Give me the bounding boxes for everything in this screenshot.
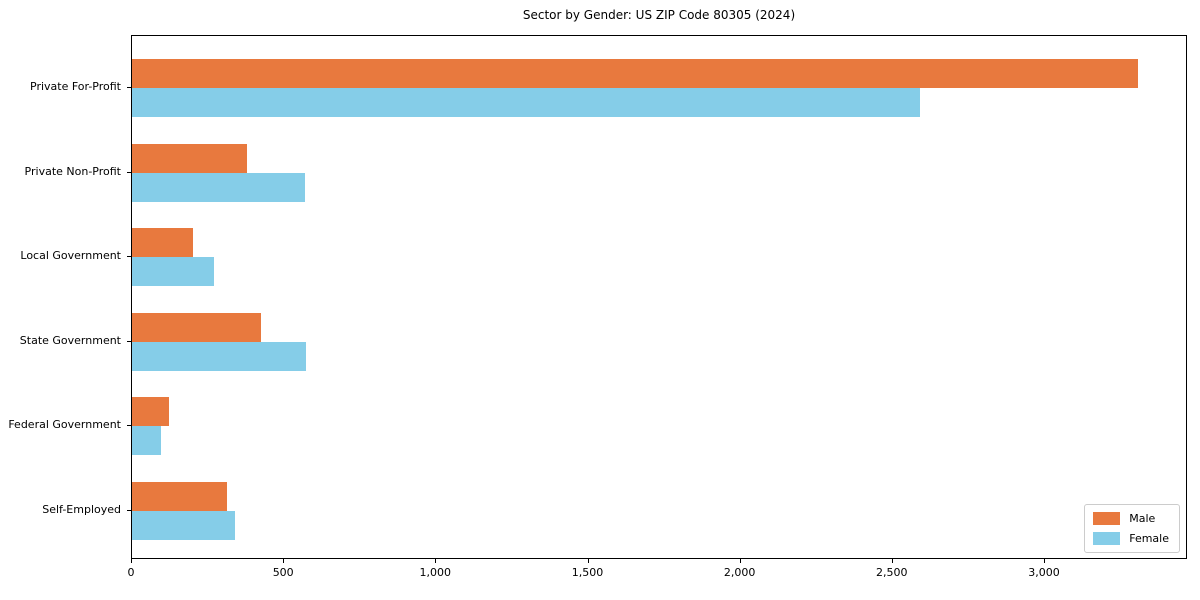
legend: Male Female — [1084, 504, 1180, 553]
y-tick-mark — [127, 425, 131, 426]
y-tick-label-self-employed: Self-Employed — [42, 502, 121, 516]
y-tick-label-local-government: Local Government — [20, 249, 121, 262]
chart-title: Sector by Gender: US ZIP Code 80305 (202… — [522, 8, 796, 22]
x-tick-mark — [891, 559, 893, 563]
bar-female-local-government — [132, 257, 214, 286]
bar-male-state-government — [132, 312, 262, 342]
y-tick-label-state-government: State Government — [19, 333, 121, 347]
x-tick-mark — [283, 559, 285, 563]
legend-swatch-female — [1093, 532, 1121, 545]
x-tick-mark — [739, 559, 741, 563]
bar-female-state-government — [132, 341, 307, 371]
y-tick-mark — [127, 340, 131, 342]
legend-label-male: Male — [1129, 512, 1156, 525]
x-tick-label-500: 500 — [272, 566, 294, 579]
x-tick-label-1-500: 1,500 — [571, 566, 604, 579]
bar-male-federal-government — [132, 397, 169, 426]
x-tick-mark — [131, 559, 132, 563]
bar-male-self-employed — [132, 481, 228, 511]
x-tick-mark — [587, 559, 589, 563]
legend-label-female: Female — [1129, 532, 1169, 545]
x-tick-label-2-500: 2,500 — [876, 566, 908, 579]
bar-female-self-employed — [132, 510, 235, 540]
x-tick-mark — [435, 559, 437, 563]
y-tick-label-private-for-profit: Private For-Profit — [30, 80, 121, 93]
y-tick-mark — [127, 171, 131, 173]
legend-entry-female: Female — [1093, 532, 1169, 545]
y-tick-mark — [127, 256, 131, 257]
y-tick-mark — [127, 87, 131, 88]
legend-entry-male: Male — [1093, 512, 1169, 525]
x-tick-label-0: 0 — [127, 566, 135, 579]
y-tick-label-private-non-profit: Private Non-Profit — [24, 164, 121, 178]
bar-female-private-non-profit — [132, 172, 305, 202]
y-tick-label-federal-government: Federal Government — [8, 418, 121, 431]
x-tick-label-1-000: 1,000 — [419, 566, 452, 579]
bar-male-local-government — [132, 228, 193, 257]
x-tick-label-2-000: 2,000 — [723, 566, 756, 579]
bar-male-private-non-profit — [132, 143, 247, 173]
bar-male-private-for-profit — [132, 59, 1138, 88]
plot-area: Male Female — [131, 35, 1187, 559]
x-tick-mark — [1044, 559, 1045, 563]
x-tick-label-3-000: 3,000 — [1028, 566, 1060, 579]
legend-swatch-male — [1093, 512, 1121, 525]
y-tick-mark — [127, 509, 131, 511]
bar-female-private-for-profit — [132, 88, 920, 117]
bar-female-federal-government — [132, 426, 161, 455]
